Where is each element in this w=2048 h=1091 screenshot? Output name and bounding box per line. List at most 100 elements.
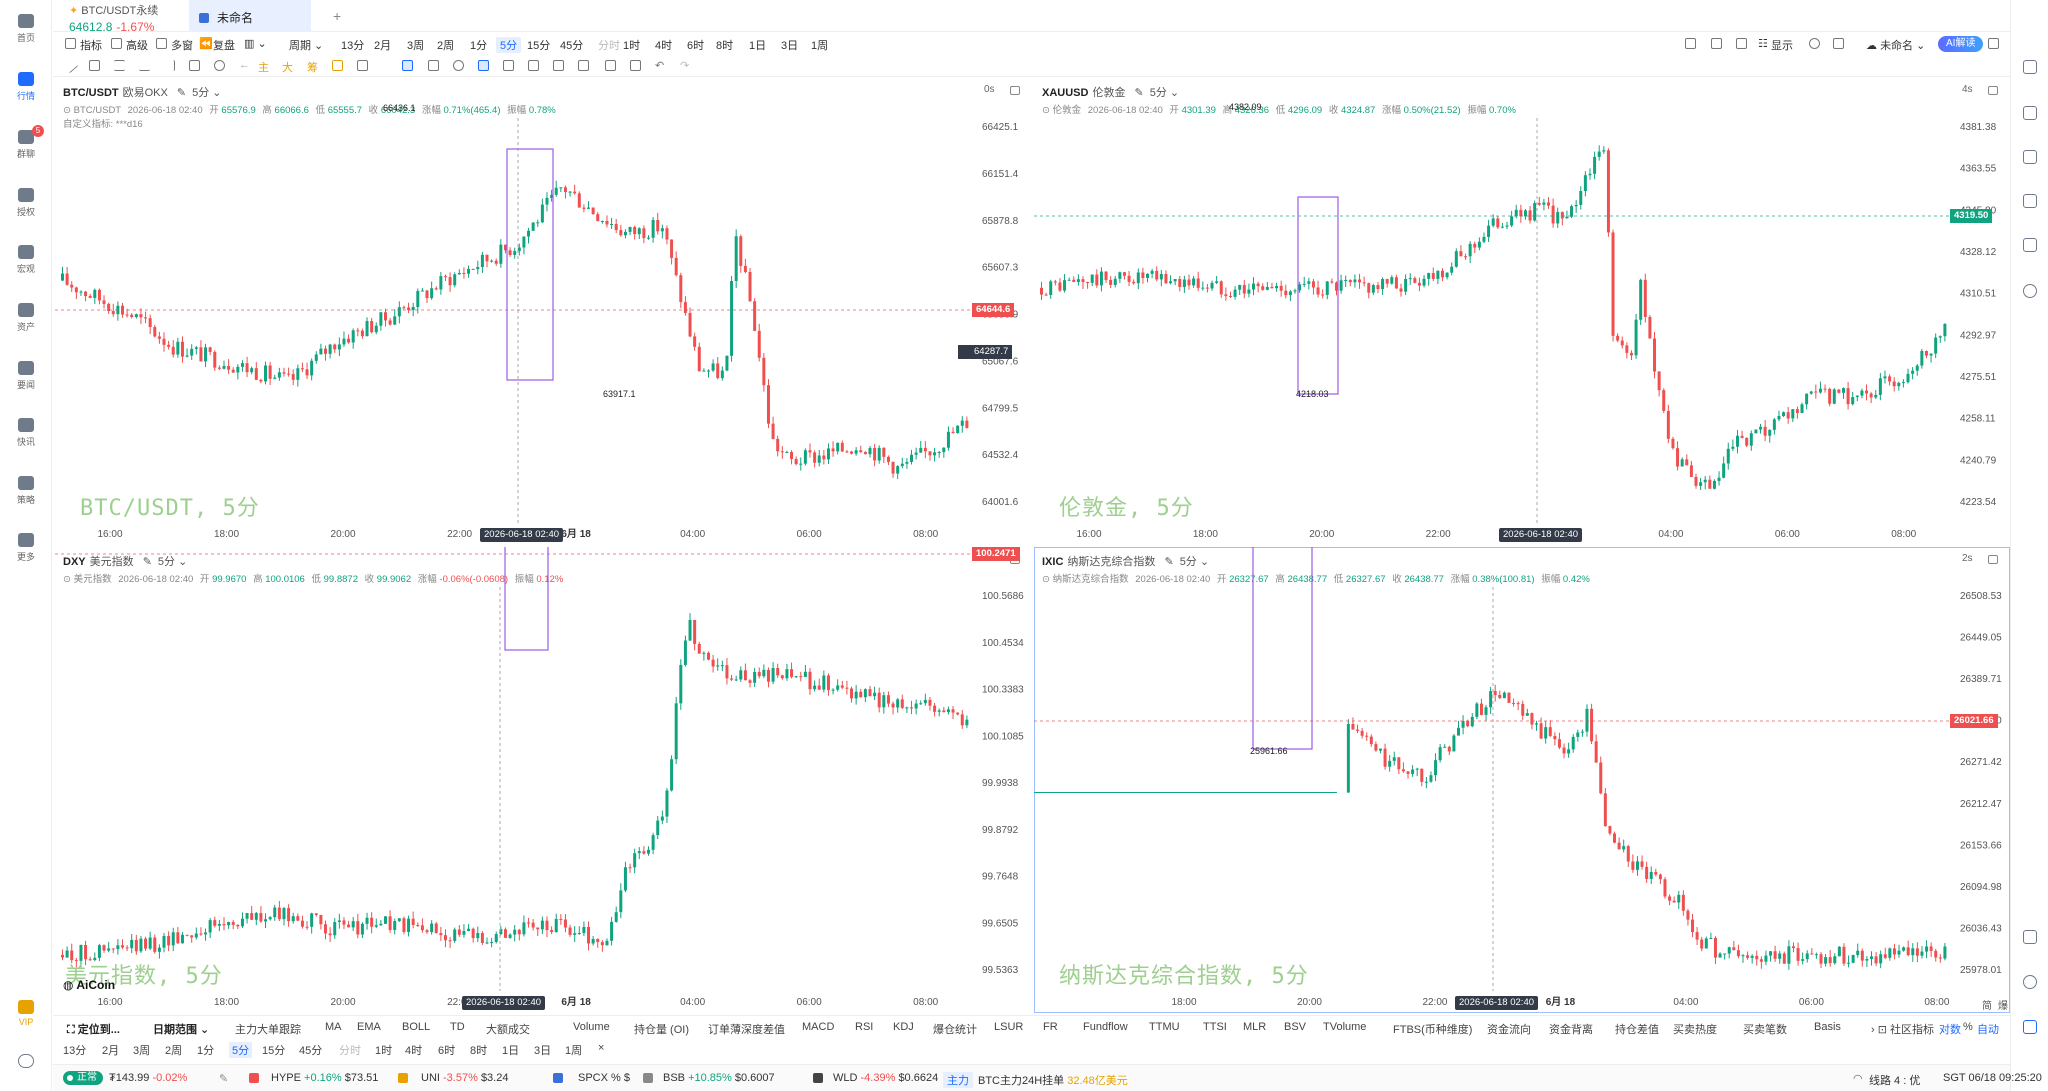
sidebar-item-more[interactable]: 更多 [0, 533, 52, 563]
indicator-item-1[interactable]: MA [325, 1021, 342, 1033]
ticker-bsb[interactable]: BSB +10.85% $0.6007 [663, 1072, 775, 1084]
indicator-item-2[interactable]: EMA [357, 1021, 381, 1033]
symbol-tab[interactable]: ✦ BTC/USDT永续 64612.8 -1.67% [69, 5, 159, 34]
panel-header[interactable]: BTC/USDT 欧易OKX ✎ 5分 ⌄ [63, 84, 222, 100]
camera-icon[interactable] [1685, 38, 1696, 49]
text-plan-button[interactable]: 筹 [307, 62, 318, 74]
ruler-icon[interactable] [428, 60, 439, 71]
candlestick-chart[interactable]: 4381.384363.554345.804328.124310.514292.… [1034, 78, 2010, 545]
panel-header[interactable]: DXY 美元指数 ✎ 5分 ⌄ [63, 553, 187, 569]
ticker-usdt[interactable]: ₮143.99 -0.02% [109, 1072, 188, 1084]
panel-header[interactable]: IXIC 纳斯达克综合指数 ✎ 5分 ⌄ [1042, 553, 1209, 569]
panel-header[interactable]: XAUUSD 伦敦金 ✎ 5分 ⌄ [1042, 84, 1179, 100]
maximize-icon[interactable] [1988, 86, 1998, 95]
indicator-button[interactable]: 指标 [80, 40, 102, 52]
chart-panel-ixic[interactable]: IXIC 纳斯达克综合指数 ✎ 5分 ⌄ 2s ⊙ 纳斯达克综合指数 2026-06… [1034, 547, 2010, 1013]
bottom-interval-8[interactable]: 分时 [339, 1045, 361, 1057]
text-main-button[interactable]: 主 [258, 62, 269, 74]
chart-panel-btcusdt[interactable]: BTC/USDT 欧易OKX ✎ 5分 ⌄ 0s ⊙ BTC/USDT 2026-0… [55, 78, 1032, 545]
settings-button[interactable] [0, 1054, 52, 1071]
indicator-item-13[interactable]: LSUR [994, 1021, 1024, 1033]
edit-icon[interactable]: ✎ [142, 556, 152, 568]
bottom-interval-7[interactable]: 45分 [299, 1045, 323, 1057]
hline-tool-icon[interactable] [139, 60, 150, 71]
indicator-item-8[interactable]: 订单薄深度差值 [708, 1024, 785, 1036]
bottom-interval-4[interactable]: 1分 [197, 1045, 215, 1057]
indicator-item-26[interactable]: 买卖笔数 [1743, 1024, 1787, 1036]
chart-panel-xauusd[interactable]: XAUUSD 伦敦金 ✎ 5分 ⌄ 4s ⊙ 伦敦金 2026-06-18 02:4… [1034, 78, 2010, 545]
scale-mode-button[interactable]: 爆 [1998, 1001, 2008, 1012]
bottom-interval-11[interactable]: 6时 [438, 1045, 456, 1057]
indicator-item-5[interactable]: 大额成交 [486, 1024, 530, 1036]
panel-symbol[interactable]: DXY [63, 556, 86, 568]
indicator-item-24[interactable]: 持仓差值 [1615, 1024, 1659, 1036]
lock-icon[interactable] [528, 60, 539, 71]
panel-interval[interactable]: 5分 ⌄ [157, 556, 188, 568]
panel-interval[interactable]: 5分 ⌄ [1149, 87, 1180, 99]
zoom-icon[interactable] [453, 60, 464, 71]
interval-7[interactable]: 45分 [560, 40, 584, 52]
close-interval-icon[interactable]: × [598, 1042, 605, 1054]
layout-tab[interactable]: 未命名 [189, 0, 311, 32]
auto-scale-toggle[interactable]: 自动 [1977, 1024, 1999, 1036]
brush-icon[interactable] [478, 60, 489, 71]
interval-14[interactable]: 3日 [781, 40, 799, 52]
maximize-icon[interactable] [1988, 555, 1998, 564]
indicator-item-20[interactable]: TVolume [1323, 1021, 1367, 1033]
interval-15[interactable]: 1周 [811, 40, 829, 52]
bottom-interval-3[interactable]: 2周 [165, 1045, 183, 1057]
text-big-button[interactable]: 大 [282, 62, 293, 74]
selection-rectangle[interactable] [1297, 196, 1339, 395]
bot-icon[interactable] [2023, 284, 2037, 298]
arrow-tool-icon[interactable]: ← [239, 59, 250, 71]
indicator-item-9[interactable]: MACD [802, 1021, 835, 1033]
bottom-interval-0[interactable]: 13分 [63, 1045, 87, 1057]
sidebar-item-macro[interactable]: 宏观 [0, 245, 52, 275]
period-dropdown[interactable]: 周期 ⌄ [289, 40, 324, 52]
collapse-icon[interactable]: ⊙ [63, 105, 71, 116]
interval-9[interactable]: 1时 [623, 40, 641, 52]
add-tab-button[interactable]: + [333, 8, 342, 24]
indicator-item-16[interactable]: TTMU [1149, 1021, 1180, 1033]
filter-icon[interactable] [605, 60, 616, 71]
candlestick-chart[interactable]: 26508.5326449.0526389.7126330.5026271.42… [1034, 547, 2010, 1013]
sidebar-item-strategy[interactable]: 策略 [0, 476, 52, 506]
main-force-info[interactable]: BTC主力24H挂单 32.48亿美元 [978, 1075, 1128, 1087]
bottom-interval-6[interactable]: 15分 [262, 1045, 286, 1057]
locate-button[interactable]: ⛶ 定位到... [67, 1024, 120, 1036]
replay-button[interactable]: 复盘 [213, 40, 235, 52]
sidebar-item-flash[interactable]: 快讯 [0, 418, 52, 448]
ray-tool-icon[interactable] [89, 60, 100, 71]
bottom-interval-9[interactable]: 1时 [375, 1045, 393, 1057]
rect-tool-icon[interactable] [189, 60, 200, 71]
scale-mode-button[interactable]: 简 [1982, 1001, 1992, 1012]
date-range-dropdown[interactable]: 日期范围 ⌄ [153, 1024, 210, 1036]
hide-icon[interactable] [553, 60, 564, 71]
sidebar-item-assets[interactable]: 资产 [0, 303, 52, 333]
interval-1[interactable]: 2月 [374, 40, 392, 52]
circle-tool-icon[interactable] [214, 60, 225, 71]
indicator-item-6[interactable]: Volume [573, 1021, 610, 1033]
interval-5[interactable]: 5分 [496, 37, 522, 53]
line-tool-icon[interactable] [62, 57, 79, 74]
indicator-item-19[interactable]: BSV [1284, 1021, 1307, 1033]
panel-symbol[interactable]: BTC/USDT [63, 87, 119, 99]
trend-icon[interactable] [1988, 38, 1999, 49]
magnet-icon[interactable] [503, 60, 514, 71]
edit-icon[interactable]: ✎ [176, 87, 187, 99]
indicator-item-10[interactable]: RSI [855, 1021, 874, 1033]
collapse-icon[interactable]: ⊙ [1042, 574, 1050, 585]
bottom-interval-10[interactable]: 4时 [405, 1045, 423, 1057]
maximize-icon[interactable] [1010, 86, 1020, 95]
panel-symbol[interactable]: IXIC [1042, 556, 1064, 568]
bottom-interval-15[interactable]: 1周 [565, 1045, 583, 1057]
bottom-interval-1[interactable]: 2月 [102, 1045, 120, 1057]
ticker-hype[interactable]: HYPE +0.16% $73.51 [271, 1072, 379, 1084]
trade-icon[interactable] [2023, 150, 2037, 164]
selection-rectangle[interactable] [504, 547, 549, 651]
candlestick-chart[interactable]: 100.5686 100.4534 100.3383 100.1085 99.9938 9… [55, 547, 1032, 1013]
interval-0[interactable]: 13分 [341, 40, 365, 52]
pen-icon[interactable] [1711, 38, 1722, 49]
display-button[interactable]: 显示 [1771, 40, 1793, 52]
indicator-item-7[interactable]: 持仓量 (OI) [634, 1024, 689, 1036]
